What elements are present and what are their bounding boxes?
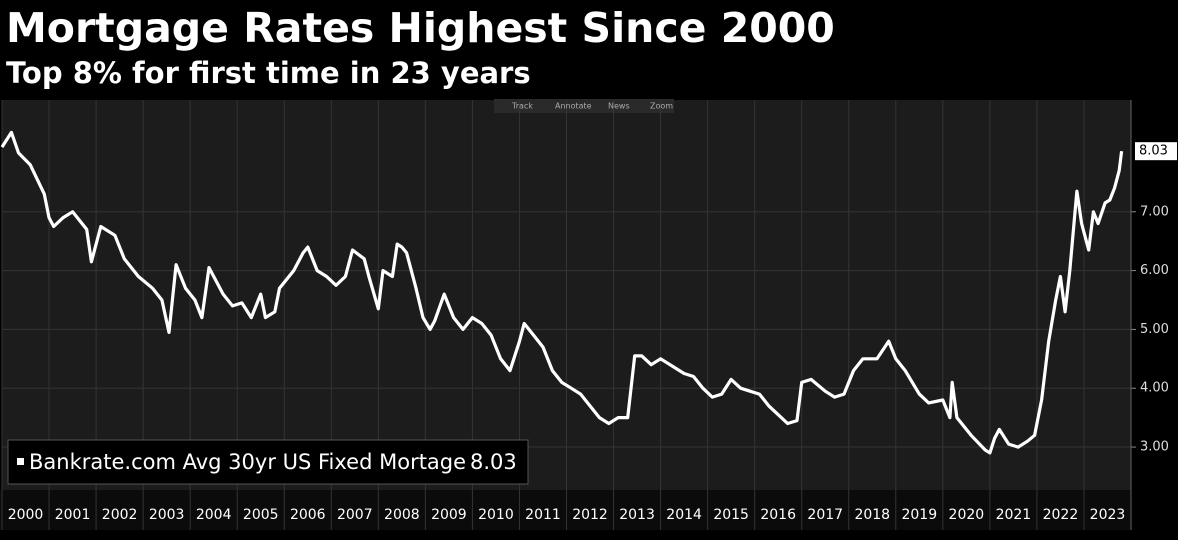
x-tick-label: 2003 (149, 507, 185, 523)
x-tick-label: 2005 (243, 507, 279, 523)
x-tick-label: 2010 (478, 507, 514, 523)
x-tick-label: 2002 (102, 507, 138, 523)
x-tick-label: 2021 (996, 507, 1032, 523)
toolbar-button: Annotate (555, 102, 592, 111)
chart-subtitle: Top 8% for first time in 23 years (6, 56, 531, 90)
x-tick-label: 2001 (55, 507, 91, 523)
x-tick-label: 2013 (619, 507, 655, 523)
legend-value: 8.03 (470, 450, 517, 474)
line (0, 130, 1124, 455)
x-tick-label: 2020 (949, 507, 985, 523)
toolbar (494, 99, 674, 113)
y-tick-label: 4.00 (1140, 381, 1169, 396)
x-tick-label: 2009 (431, 507, 467, 523)
legend (7, 439, 529, 485)
x-tick-label: 2016 (760, 507, 796, 523)
x-tick-label: 2012 (572, 507, 608, 523)
x-tick-label: 2017 (807, 507, 843, 523)
x-tick-label: 2023 (1090, 507, 1126, 523)
legend-label: Bankrate.com Avg 30yr US Fixed Mortage (29, 450, 466, 474)
x-tick-label: 2007 (337, 507, 373, 523)
x-tick-label: 2015 (713, 507, 749, 523)
x-tick-label: 2011 (525, 507, 561, 523)
x-tick-label: 2014 (666, 507, 702, 523)
x-tick-label: 2008 (384, 507, 420, 523)
data: 8.03 (0, 130, 1177, 455)
y-tick-label: 7.00 (1140, 204, 1169, 219)
legend-swatch (17, 458, 24, 465)
last-value-tag (1135, 142, 1177, 161)
y-tick-label: 3.00 (1140, 440, 1169, 455)
toolbar-button: News (608, 102, 630, 111)
toolbar-button: Zoom (650, 102, 673, 111)
y-tick-label: 6.00 (1140, 263, 1169, 278)
x-tick-label: 2018 (854, 507, 890, 523)
chart-title: Mortgage Rates Highest Since 2000 (6, 4, 835, 52)
y-tick-label: 5.00 (1140, 322, 1169, 337)
x-tick-label: 2019 (901, 507, 937, 523)
x-tick-label: 2006 (290, 507, 326, 523)
x-tick-label: 2022 (1043, 507, 1079, 523)
x-tick-label: 2000 (8, 507, 44, 523)
x-tick-label: 2004 (196, 507, 232, 523)
last-value-label: 8.03 (1139, 144, 1168, 159)
toolbar-button: Track (511, 102, 533, 111)
